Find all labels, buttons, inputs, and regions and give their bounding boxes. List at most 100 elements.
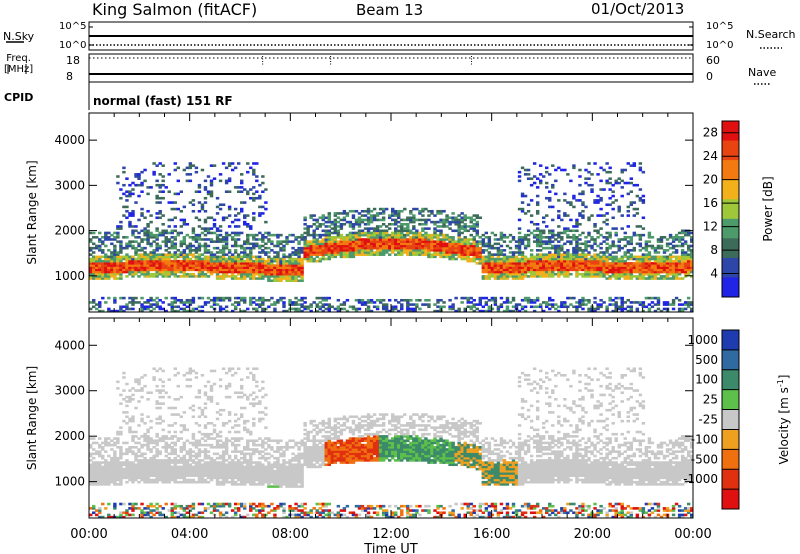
power-cell-513 xyxy=(158,264,162,267)
power-cell-3597 xyxy=(596,268,600,272)
power-cell-653 xyxy=(173,201,177,204)
power-cell-699 xyxy=(182,303,187,306)
power-cell-3095 xyxy=(532,229,537,233)
power-cell-3137 xyxy=(538,266,543,269)
power-cell-1362 xyxy=(261,236,265,239)
power-cell-1597 xyxy=(297,242,301,246)
power-cell-855 xyxy=(200,244,205,248)
power-cell-2050 xyxy=(369,236,374,239)
power-cell-1930 xyxy=(351,238,356,241)
power-cell-1217 xyxy=(246,264,250,267)
velocity-cell-275 xyxy=(128,400,132,403)
power-cell-3435 xyxy=(575,240,579,243)
power-cell-3612 xyxy=(596,194,600,198)
power-cell-1578 xyxy=(297,309,301,313)
velocity-cell-71 xyxy=(98,446,102,449)
power-cell-4036 xyxy=(653,259,658,263)
velocity-cell-289 xyxy=(131,470,135,473)
velocity-cell-531 xyxy=(158,378,162,381)
power-cell-1087 xyxy=(230,303,235,306)
power-cell-1934 xyxy=(351,227,356,230)
power-cell-1910 xyxy=(348,242,353,246)
power-cell-4078 xyxy=(662,307,667,311)
power-cell-1309 xyxy=(255,233,259,237)
power-cell-1492 xyxy=(282,266,286,269)
power-cell-2978 xyxy=(517,236,522,239)
velocity-cell-323 xyxy=(134,435,138,438)
power-cell-1366 xyxy=(261,190,265,193)
power-cell-3447 xyxy=(578,298,582,302)
power-cell-3755 xyxy=(614,231,618,235)
power-cell-545 xyxy=(161,253,165,256)
velocity-cell-38 xyxy=(95,509,99,512)
velocity-cell-500 xyxy=(155,406,159,410)
power-cell-4009 xyxy=(650,305,655,309)
velocity-cell-443 xyxy=(149,459,153,462)
velocity-cell-442 xyxy=(149,461,153,464)
power-cell-165 xyxy=(113,231,117,235)
velocity-cell-21 xyxy=(92,483,96,486)
power-cell-3157 xyxy=(542,309,546,313)
power-cell-2527 xyxy=(448,249,452,252)
power-cell-2959 xyxy=(517,303,522,306)
power-cell-3415 xyxy=(575,309,579,313)
velocity-cell-70 xyxy=(98,450,102,453)
power-cell-1444 xyxy=(276,298,280,302)
power-cell-1067 xyxy=(227,268,232,272)
power-cell-4119 xyxy=(668,264,673,267)
noise-tick-high-left: 10^5 xyxy=(59,21,86,32)
power-cell-3389 xyxy=(569,203,573,207)
velocity-cell-596 xyxy=(167,437,171,440)
power-cell-1966 xyxy=(357,242,362,246)
power-cell-2327 xyxy=(412,207,416,211)
velocity-cell-564 xyxy=(164,472,168,475)
power-cell-990 xyxy=(218,277,223,280)
power-cell-1724 xyxy=(318,242,322,246)
power-cell-1134 xyxy=(233,166,238,170)
power-cell-229 xyxy=(122,170,126,174)
power-cell-1160 xyxy=(240,298,244,302)
power-cell-5 xyxy=(89,270,93,274)
power-cell-3860 xyxy=(629,272,633,276)
power-cell-1796 xyxy=(327,212,331,215)
velocity-cell-453 xyxy=(152,513,156,517)
power-cell-555 xyxy=(161,179,165,183)
power-cell-3073 xyxy=(529,220,534,224)
power-cell-1376 xyxy=(264,264,268,267)
power-cell-1785 xyxy=(327,240,331,243)
power-cell-1782 xyxy=(327,246,331,250)
velocity-cell-341 xyxy=(137,450,141,453)
power-cell-2748 xyxy=(481,233,486,237)
power-cell-3853 xyxy=(626,162,630,165)
velocity-cell-309 xyxy=(134,478,138,482)
power-cell-1755 xyxy=(324,296,328,300)
velocity-cell-499 xyxy=(155,417,159,421)
power-cell-1620 xyxy=(300,236,304,239)
power-cell-2831 xyxy=(496,275,501,278)
power-cell-4131 xyxy=(671,301,676,304)
power-cell-3568 xyxy=(593,301,597,304)
power-cell-777 xyxy=(191,266,196,269)
power-cell-437 xyxy=(149,266,153,269)
velocity-cell-212 xyxy=(119,393,123,397)
power-cell-2212 xyxy=(397,251,401,254)
power-cell-2488 xyxy=(442,301,446,304)
velocity-cell-495 xyxy=(155,439,159,443)
power-cell-3906 xyxy=(635,266,640,269)
power-cell-416 xyxy=(146,253,150,256)
velocity-cell-272 xyxy=(128,426,132,429)
power-cell-2067 xyxy=(372,238,377,241)
power-cell-1005 xyxy=(218,229,223,233)
power-cell-1937 xyxy=(351,216,356,220)
power-cell-3449 xyxy=(578,268,582,272)
power-cell-2817 xyxy=(493,266,498,269)
power-cell-1002 xyxy=(218,240,223,243)
power-cell-1041 xyxy=(224,272,229,276)
power-cell-1185 xyxy=(243,309,247,313)
power-cell-110 xyxy=(107,307,111,311)
power-cell-2045 xyxy=(369,246,374,250)
power-cell-394 xyxy=(143,238,147,241)
power-cell-1779 xyxy=(327,253,331,256)
power-cell-2447 xyxy=(436,309,440,313)
power-cell-3369 xyxy=(566,227,570,230)
